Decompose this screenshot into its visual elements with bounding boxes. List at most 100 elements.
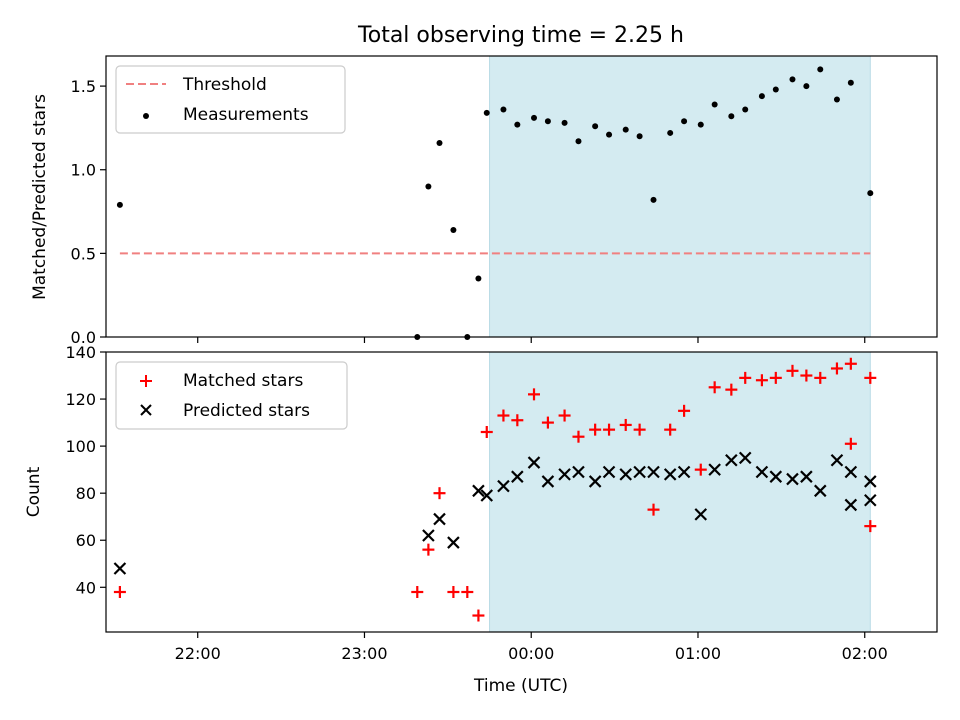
- bottom-legend: Matched stars Predicted stars: [115, 361, 348, 430]
- bottom-panel: 40 60 80 100 120 140 22:00 23:00 00:00 01:00 02:0…: [24, 343, 938, 696]
- measurement-point: [622, 126, 629, 133]
- measurement-point: [711, 101, 718, 108]
- y-tick-label: 100: [65, 437, 96, 456]
- measurement-point: [592, 123, 599, 130]
- measurement-point: [847, 79, 854, 86]
- bottom-axes-frame: [105, 351, 938, 633]
- legend-predicted-swatch: [140, 404, 152, 416]
- measurement-point: [728, 113, 735, 120]
- matched-star-point: [528, 388, 541, 401]
- matched-star-point: [830, 362, 843, 375]
- top-legend: Threshold Measurements: [115, 65, 346, 134]
- matched-star-point: [708, 381, 721, 394]
- predicted-star-point: [633, 465, 646, 479]
- matched-star-point: [786, 364, 799, 377]
- measurement-point: [681, 118, 688, 125]
- top-legend-box: [115, 65, 346, 134]
- measurement-point: [606, 131, 613, 138]
- top-axes-frame: [105, 55, 938, 338]
- predicted-star-point: [694, 508, 708, 521]
- measurement-point: [450, 226, 457, 233]
- predicted-star-point: [527, 456, 541, 469]
- y-tick-label: 140: [65, 343, 96, 362]
- predicted-star-point: [708, 463, 721, 476]
- predicted-star-point: [725, 453, 738, 467]
- predicted-star-point: [800, 470, 813, 483]
- figure-title: Total observing time = 2.25 h: [357, 23, 684, 48]
- top-ylabel: Matched/Predicted stars: [30, 94, 50, 300]
- matched-star-point: [844, 357, 857, 370]
- matched-star-point: [725, 383, 738, 396]
- matched-star-point: [739, 371, 752, 384]
- y-tick-label: 120: [65, 390, 96, 409]
- predicted-star-point: [830, 453, 844, 467]
- measurement-point: [531, 114, 538, 121]
- predicted-star-point: [422, 529, 435, 542]
- matched-star-point: [472, 609, 485, 622]
- y-tick-label: 0.5: [71, 244, 96, 263]
- bottom-legend-box: [115, 361, 348, 430]
- bottom-y-ticks: 40 60 80 100 120 140: [65, 343, 106, 597]
- measurement-point: [758, 93, 765, 100]
- bottom-x-ticks: 22:00 23:00 00:00 01:00 02:00: [175, 632, 888, 663]
- predicted-star-point: [677, 465, 691, 479]
- legend-measurements-label: Measurements: [183, 105, 309, 125]
- matched-star-point: [633, 423, 646, 436]
- measurement-point: [697, 121, 704, 128]
- matched-star-point: [541, 416, 554, 429]
- matched-star-point: [411, 586, 424, 598]
- predicted-star-point: [497, 479, 510, 493]
- matched-star-point: [844, 437, 857, 450]
- predicted-star-point: [738, 451, 752, 465]
- predicted-star-point: [813, 484, 827, 498]
- matched-star-point: [619, 418, 632, 431]
- matched-star-point: [113, 586, 126, 598]
- x-tick-label: 02:00: [842, 644, 888, 663]
- matched-star-point: [433, 487, 446, 500]
- predicted-star-point: [755, 465, 769, 479]
- measurement-point: [483, 109, 490, 116]
- matched-star-point: [800, 369, 813, 382]
- predicted-star-point: [786, 472, 799, 486]
- predicted-star-point: [663, 468, 677, 481]
- predicted-star-point: [572, 465, 585, 479]
- matched-star-point: [447, 586, 460, 598]
- legend-measurements-swatch: [143, 113, 149, 119]
- y-tick-label: 60: [76, 531, 96, 550]
- bottom-observing-window: [489, 351, 871, 633]
- matched-star-point: [755, 374, 768, 387]
- matched-star-point: [864, 371, 877, 384]
- predicted-star-point: [619, 468, 633, 481]
- top-y-ticks: 0.0 0.5 1.0 1.5: [71, 77, 106, 347]
- bottom-ylabel: Count: [24, 466, 44, 517]
- matched-star-point: [480, 426, 493, 438]
- measurement-point: [425, 183, 432, 190]
- bottom-xlabel: Time (UTC): [473, 676, 568, 696]
- predicted-star-point: [113, 562, 127, 575]
- matched-star-point: [603, 423, 616, 436]
- x-tick-label: 01:00: [675, 644, 721, 663]
- x-tick-label: 23:00: [341, 644, 387, 663]
- matched-star-point: [497, 409, 510, 422]
- matched-star-point: [814, 371, 827, 384]
- predicted-star-point: [769, 470, 783, 483]
- measurement-point: [772, 86, 779, 93]
- predicted-star-point: [864, 493, 877, 507]
- measurement-point: [500, 106, 507, 113]
- predicted-star-point: [864, 475, 877, 488]
- matched-star-point: [461, 586, 474, 598]
- top-x-ticks: [197, 337, 866, 343]
- matched-star-point: [678, 404, 691, 417]
- measurement-point: [514, 121, 521, 128]
- legend-threshold-label: Threshold: [182, 75, 267, 95]
- measurement-point: [575, 138, 582, 145]
- matched-star-point: [572, 430, 585, 443]
- predicted-star-point: [472, 484, 485, 498]
- predicted-star-point: [602, 465, 616, 479]
- measurement-point: [742, 106, 749, 113]
- matched-star-point: [694, 463, 707, 476]
- predicted-star-point: [447, 536, 460, 549]
- y-tick-label: 1.0: [71, 161, 96, 180]
- measurement-point: [475, 275, 482, 282]
